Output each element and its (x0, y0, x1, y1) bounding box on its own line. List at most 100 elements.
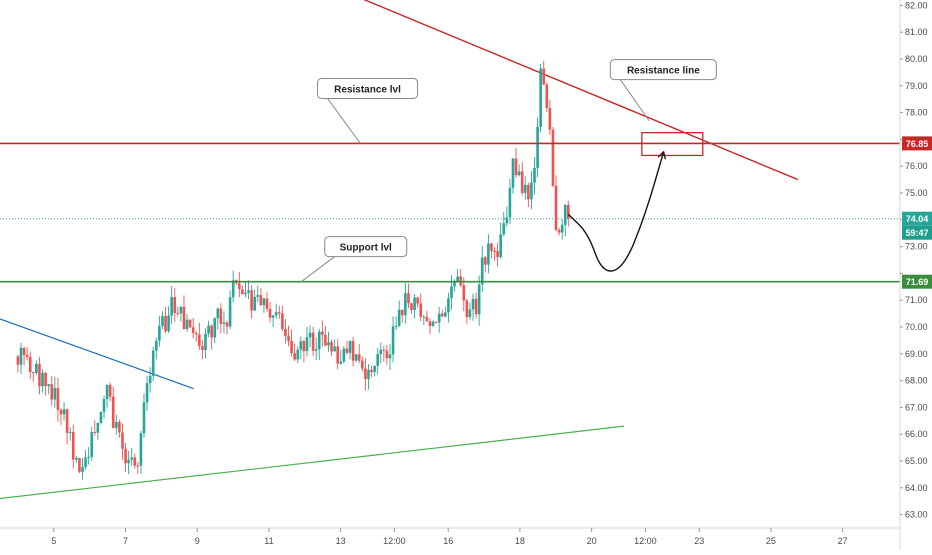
candle (115, 414, 118, 435)
x-tick-label: 16 (443, 536, 453, 546)
candle (471, 293, 475, 321)
candle (539, 63, 542, 133)
candle (477, 275, 481, 326)
candle (324, 325, 327, 347)
candle (145, 375, 149, 411)
resistance-callout[interactable]: Resistance lvl (317, 77, 419, 144)
candle (111, 386, 115, 429)
resistance-line-callout[interactable]: Resistance line (609, 59, 717, 121)
candle (308, 325, 312, 348)
target-zone-box[interactable] (641, 132, 704, 157)
candle (176, 306, 180, 317)
y-tick-label: 72.00 (905, 268, 928, 278)
x-tick-label: 12:00 (383, 536, 406, 546)
candle (382, 345, 386, 362)
candle (194, 331, 198, 342)
x-tick-label: 25 (766, 536, 776, 546)
resistance-price-tag (902, 136, 932, 151)
y-tick-label: 66.00 (905, 429, 928, 439)
candle (71, 424, 75, 469)
current-price-label: 74.04 (906, 214, 929, 224)
candle (16, 354, 20, 373)
candle (151, 346, 155, 381)
candle (59, 408, 63, 425)
candle (219, 303, 223, 334)
y-tick-label: 81.00 (905, 27, 928, 37)
green-trend[interactable] (0, 425, 624, 500)
candle (41, 369, 44, 393)
projection-arrow[interactable] (567, 153, 663, 272)
candle (35, 360, 38, 375)
candle (502, 212, 506, 237)
support-callout[interactable]: Support lvl (300, 236, 408, 283)
candle (321, 320, 324, 347)
candle (545, 82, 549, 113)
annotation-layer: Resistance lvl Support lvl Resistance line (300, 59, 717, 283)
y-tick-label: 68.00 (905, 376, 928, 386)
current-price-tag (902, 211, 932, 226)
candle (474, 292, 478, 319)
x-tick-label: 27 (838, 536, 848, 546)
support-price-label: 71.69 (906, 277, 929, 287)
candle (142, 393, 146, 438)
candle (339, 349, 343, 365)
x-tick-label: 9 (195, 536, 200, 546)
candle (400, 309, 404, 323)
candle (53, 376, 57, 408)
resistance-line[interactable] (359, 0, 799, 181)
candle (536, 117, 539, 178)
candle (520, 162, 524, 196)
support-callout-box (324, 236, 408, 258)
candle (496, 243, 499, 267)
candle (262, 297, 266, 313)
resistance-line-callout-text: Resistance line (627, 66, 700, 77)
y-tick-label: 63.00 (905, 510, 928, 520)
y-tick-label: 76.00 (905, 161, 928, 171)
candle (188, 319, 192, 329)
candle (19, 342, 23, 374)
candle (499, 222, 502, 259)
candle (293, 343, 296, 361)
y-tick-label: 78.00 (905, 108, 928, 118)
candle (514, 147, 518, 178)
candle (213, 317, 217, 344)
candle (385, 344, 389, 365)
resistance-callout-pointer (327, 98, 361, 144)
candle (265, 292, 269, 312)
candlestick-layer (16, 60, 570, 480)
candle (231, 270, 235, 303)
candle (154, 337, 158, 360)
candle (198, 322, 201, 350)
y-tick-label: 70.00 (905, 322, 928, 332)
y-tick-label: 74.00 (905, 215, 928, 225)
candle (397, 300, 401, 328)
candle (191, 318, 195, 339)
candle (379, 342, 383, 364)
blue-trend[interactable] (0, 318, 194, 390)
candle (413, 294, 416, 319)
support-callout-pointer (300, 256, 336, 283)
candle (75, 455, 78, 463)
candle (419, 293, 423, 322)
candle (87, 447, 90, 465)
candle (290, 329, 293, 357)
y-tick-label: 82.00 (905, 0, 928, 10)
candle (447, 292, 450, 323)
candle (527, 182, 530, 208)
candle (259, 288, 263, 307)
candle (284, 319, 287, 344)
candle (330, 339, 333, 356)
candle (361, 356, 364, 372)
candle (62, 402, 66, 421)
y-tick-label: 79.00 (905, 81, 928, 91)
candle (222, 311, 226, 334)
y-tick-label: 67.00 (905, 402, 928, 412)
candle (161, 311, 164, 329)
candle (99, 411, 103, 425)
candle (348, 340, 352, 360)
candle (105, 384, 109, 408)
candle (370, 365, 373, 378)
